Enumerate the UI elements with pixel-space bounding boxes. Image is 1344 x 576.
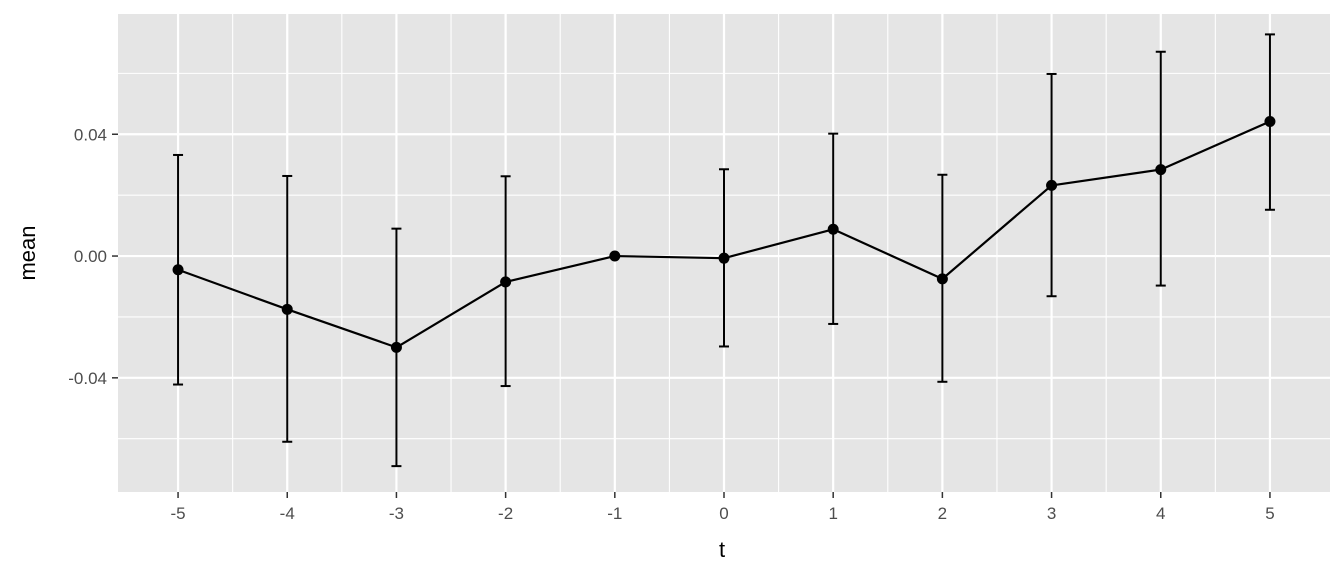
y-tick-label: 0.00 [74,247,107,266]
x-tick-label: 4 [1156,504,1165,523]
data-point [609,250,621,262]
x-tick-label: 1 [828,504,837,523]
y-tick-label: -0.04 [68,369,107,388]
y-axis-title: mean [15,225,40,280]
x-tick-label: -4 [280,504,295,523]
x-tick-label: -1 [607,504,622,523]
data-point [936,273,948,285]
data-point [500,276,512,288]
data-point [718,252,730,264]
data-point [1046,179,1058,191]
data-point [281,303,293,315]
x-tick-label: -5 [170,504,185,523]
axes: -5 -4 -3 -2 -1 0 1 2 3 4 5 0.04 0.00 -0.04 [68,125,1274,523]
y-tick-label: 0.04 [74,125,107,144]
data-point [390,341,402,353]
x-tick-label: 0 [719,504,728,523]
x-tick-label: 2 [938,504,947,523]
data-point [827,223,839,235]
x-tick-label: -2 [498,504,513,523]
x-tick-label: -3 [389,504,404,523]
data-points [172,115,1276,353]
data-point [172,264,184,276]
data-point [1264,115,1276,127]
x-axis-title: t [719,537,725,562]
data-point [1155,164,1167,176]
x-tick-label: 5 [1265,504,1274,523]
x-tick-label: 3 [1047,504,1056,523]
